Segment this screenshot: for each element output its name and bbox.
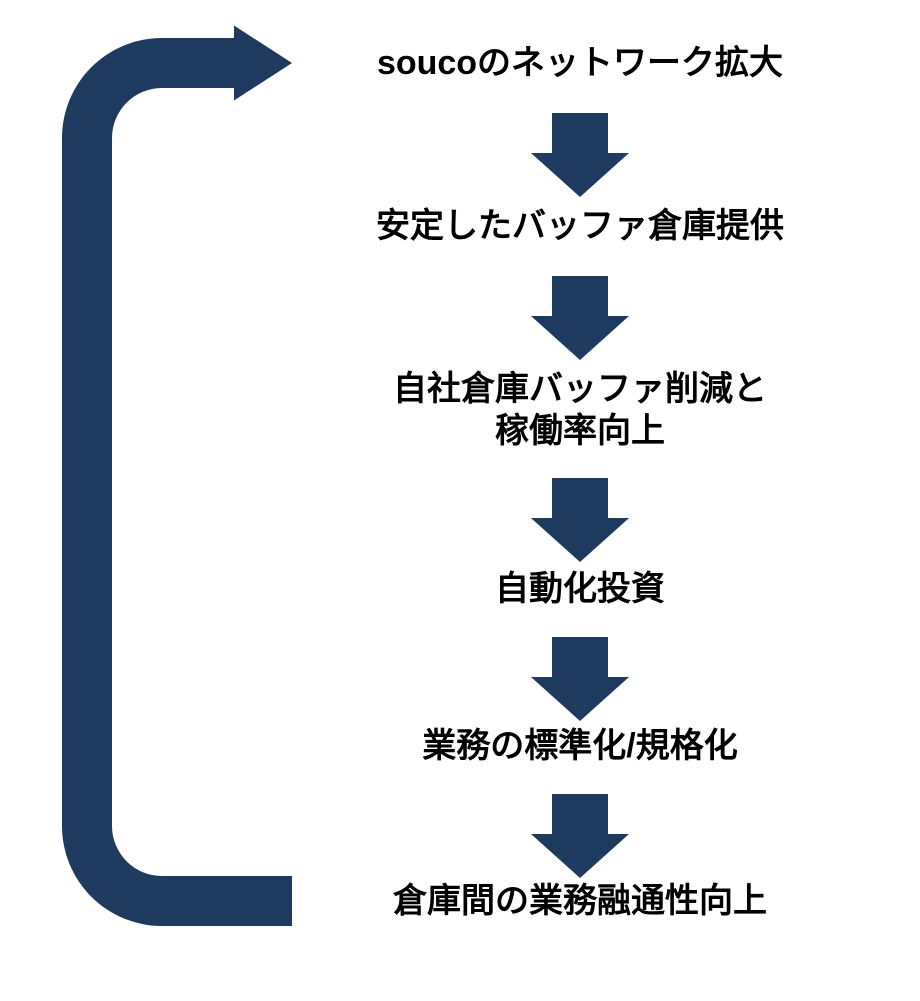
flow-step-5: 業務の標準化/規格化 xyxy=(260,725,900,768)
down-arrow-icon xyxy=(531,637,629,721)
flow-step-2: 安定したバッファ倉庫提供 xyxy=(260,205,900,248)
diagram-canvas: soucoのネットワーク拡大安定したバッファ倉庫提供自社倉庫バッファ削減と稼働率… xyxy=(0,0,920,938)
flow-step-3: 自社倉庫バッファ削減と稼働率向上 xyxy=(260,368,900,453)
down-arrow-icon xyxy=(531,113,629,197)
flow-step-4: 自動化投資 xyxy=(260,568,900,611)
flow-step-6: 倉庫間の業務融通性向上 xyxy=(260,880,900,923)
flow-step-1: soucoのネットワーク拡大 xyxy=(260,42,900,85)
loop-arrow-icon xyxy=(62,0,367,1001)
down-arrow-icon xyxy=(531,276,629,360)
down-arrow-icon xyxy=(531,478,629,562)
down-arrow-icon xyxy=(531,794,629,878)
